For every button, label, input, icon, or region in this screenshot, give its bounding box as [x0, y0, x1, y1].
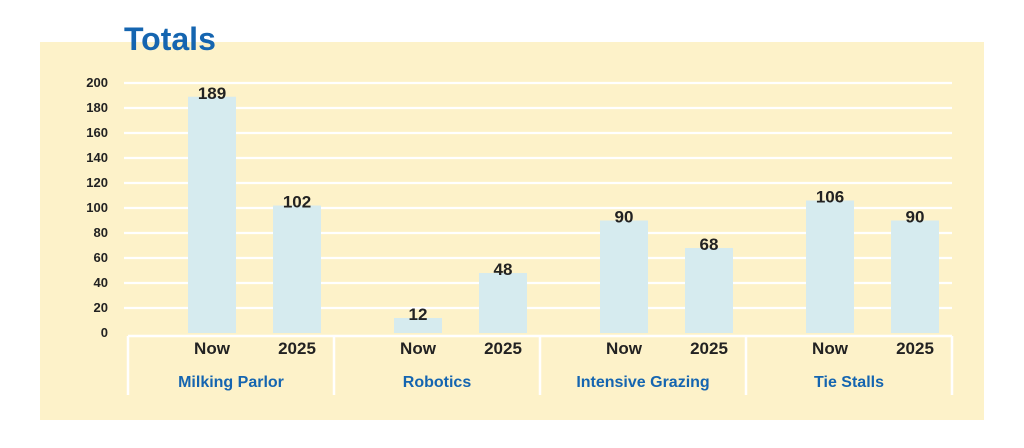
group-label: Intensive Grazing [576, 374, 709, 391]
group-label: Milking Parlor [178, 374, 284, 391]
gridlines [124, 81, 952, 310]
bar [806, 200, 854, 333]
x-category-label: Now [194, 339, 231, 358]
bar [891, 220, 939, 333]
y-tick-label: 180 [86, 100, 108, 115]
bars: 189 102 12 48 90 68 106 90 [188, 84, 939, 333]
bar [600, 220, 648, 333]
x-category-label: 2025 [484, 339, 522, 358]
y-tick-label: 200 [86, 75, 108, 90]
bar [273, 205, 321, 333]
bar-value-label: 106 [816, 188, 844, 207]
bar-value-label: 90 [615, 208, 634, 227]
bar-value-label: 48 [494, 260, 513, 279]
y-tick-label: 100 [86, 200, 108, 215]
group-label: Tie Stalls [814, 374, 884, 391]
y-tick-label: 80 [94, 225, 108, 240]
bar-value-label: 12 [409, 305, 428, 324]
y-tick-label: 120 [86, 175, 108, 190]
bar [685, 248, 733, 333]
x-category-label: Now [812, 339, 849, 358]
y-tick-label: 0 [101, 325, 108, 340]
x-category-label: 2025 [690, 339, 728, 358]
axes: 0 20 40 60 80 100 120 140 160 180 200 Now 2025 Milkin… [86, 75, 954, 395]
x-category-label: Now [606, 339, 643, 358]
y-tick-label: 20 [94, 300, 108, 315]
bar-value-label: 189 [198, 84, 226, 103]
x-category-label: 2025 [896, 339, 934, 358]
chart-title: Totals [124, 21, 216, 57]
y-tick-label: 160 [86, 125, 108, 140]
group-label: Robotics [403, 374, 472, 391]
bar [479, 273, 527, 333]
bar [394, 318, 442, 333]
bar [188, 96, 236, 333]
y-tick-label: 60 [94, 250, 108, 265]
bar-value-label: 90 [906, 208, 925, 227]
bar-value-label: 68 [700, 235, 719, 254]
x-category-label: 2025 [278, 339, 316, 358]
y-tick-label: 40 [94, 275, 108, 290]
x-category-label: Now [400, 339, 437, 358]
bar-value-label: 102 [283, 193, 311, 212]
y-tick-label: 140 [86, 150, 108, 165]
